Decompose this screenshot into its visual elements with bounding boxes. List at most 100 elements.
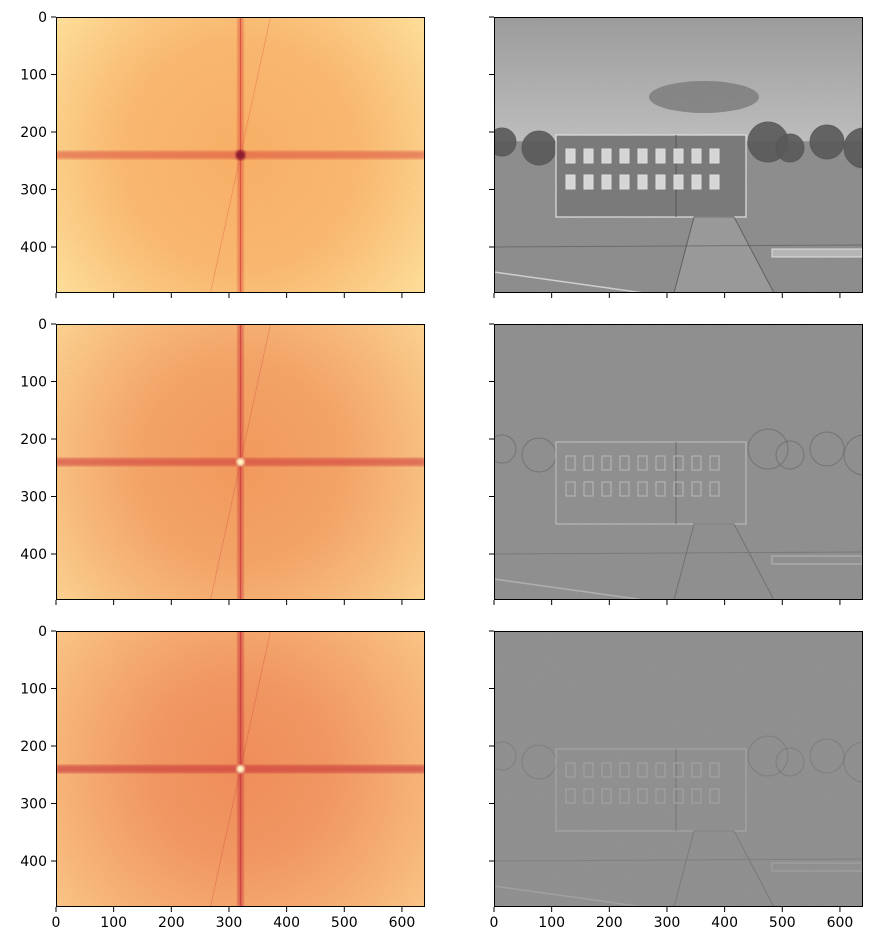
image-ground-edge <box>494 551 863 555</box>
image-window <box>655 174 666 190</box>
image-path <box>673 830 775 907</box>
image-window <box>637 174 648 190</box>
image-tree <box>747 735 789 777</box>
panel-r0-c1 <box>489 16 863 298</box>
image-tree <box>494 741 517 771</box>
image-window <box>691 762 702 778</box>
image-window <box>601 762 612 778</box>
image-window <box>655 788 666 804</box>
image-window <box>583 174 594 190</box>
image-window <box>619 788 630 804</box>
image-window <box>673 455 684 471</box>
image-ground-edge <box>494 244 863 248</box>
image-tree <box>843 127 863 169</box>
image-window <box>709 455 720 471</box>
y-tick-label: 400 <box>20 854 47 870</box>
panel-r1-c0: 0 100 200 300 400 <box>20 317 425 605</box>
y-tick-label: 100 <box>20 68 47 84</box>
image-window <box>565 148 576 164</box>
image-building <box>555 441 747 525</box>
y-tick-label: 400 <box>20 240 47 256</box>
y-tick-label: 300 <box>20 490 47 506</box>
x-tick-label: 600 <box>827 915 854 931</box>
image-tree <box>809 431 845 467</box>
image-road-edge <box>494 578 645 600</box>
image-window <box>565 174 576 190</box>
image-window <box>673 762 684 778</box>
image-window <box>655 762 666 778</box>
image-window <box>619 148 630 164</box>
image-tree <box>494 127 517 157</box>
y-tick-label: 200 <box>20 739 47 755</box>
spectrum-center <box>236 765 245 773</box>
image-window <box>601 455 612 471</box>
image-tree <box>809 124 845 160</box>
image-window <box>691 455 702 471</box>
image-tree <box>843 741 863 783</box>
axes-frame <box>56 631 425 907</box>
image-window <box>601 174 612 190</box>
x-tick-label: 200 <box>596 915 623 931</box>
image-path <box>673 216 775 293</box>
image-window <box>565 788 576 804</box>
image-window <box>583 455 594 471</box>
image-tree <box>775 747 805 777</box>
image-window <box>673 148 684 164</box>
image-window <box>673 481 684 497</box>
image-window <box>601 788 612 804</box>
image-window <box>691 148 702 164</box>
x-tick-label: 400 <box>273 915 300 931</box>
image-tree <box>747 428 789 470</box>
image-window <box>709 481 720 497</box>
image-window <box>691 788 702 804</box>
x-tick-label: 300 <box>654 915 681 931</box>
y-tick-label: 200 <box>20 432 47 448</box>
image-window <box>637 455 648 471</box>
y-tick-label: 300 <box>20 183 47 199</box>
y-tick-label: 0 <box>38 317 47 333</box>
axes-frame <box>494 17 863 293</box>
image-window <box>709 148 720 164</box>
image-road-edge <box>494 271 645 293</box>
x-tick-label: 600 <box>389 915 416 931</box>
panel-r1-c1 <box>489 323 863 605</box>
image-window <box>691 174 702 190</box>
x-tick-label: 100 <box>100 915 127 931</box>
x-tick-label: 400 <box>711 915 738 931</box>
axes-frame <box>494 631 863 907</box>
panel-r0-c0: 0 100 200 300 400 <box>20 10 425 298</box>
x-tick-label: 200 <box>158 915 185 931</box>
y-tick-label: 100 <box>20 682 47 698</box>
image-window <box>601 481 612 497</box>
image-window <box>583 148 594 164</box>
image-window <box>565 762 576 778</box>
image-window <box>619 762 630 778</box>
image-window <box>583 788 594 804</box>
spectrum-center <box>236 458 245 466</box>
image-window <box>709 174 720 190</box>
image-window <box>601 148 612 164</box>
x-tick-label: 300 <box>216 915 243 931</box>
image-noise <box>494 324 863 600</box>
axes-frame <box>56 324 425 600</box>
axes-frame <box>56 17 425 293</box>
image-path <box>673 523 775 600</box>
panel-r2-c1: 0 100 200 300 400 500 600 <box>489 630 863 931</box>
image-ground-edge <box>494 858 863 862</box>
panel-r2-c0: 0 100 200 300 400 500 600 0 100 200 300 400 <box>20 624 425 931</box>
image-window <box>709 762 720 778</box>
image-building <box>555 748 747 832</box>
image-window <box>565 455 576 471</box>
image-road-edge <box>494 885 645 907</box>
image-window <box>637 481 648 497</box>
y-tick-label: 0 <box>38 10 47 26</box>
y-tick-label: 400 <box>20 547 47 563</box>
y-tick-label: 0 <box>38 624 47 640</box>
x-tick-label: 0 <box>490 915 499 931</box>
image-window <box>583 762 594 778</box>
y-tick-label: 300 <box>20 797 47 813</box>
image-window <box>691 481 702 497</box>
image-window <box>673 788 684 804</box>
